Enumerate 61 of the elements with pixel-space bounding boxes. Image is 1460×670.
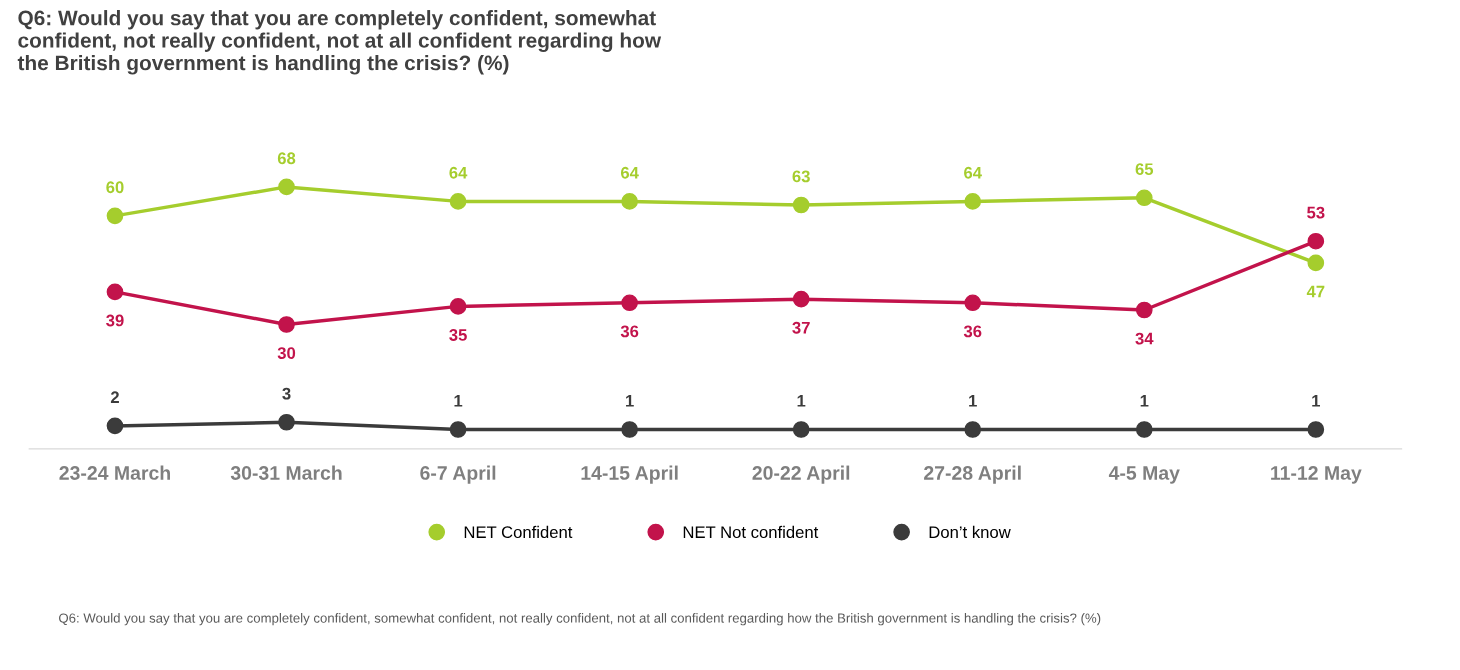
data-label: 47 — [1306, 285, 1325, 298]
x-tick-label: 27-28 April — [924, 465, 1021, 484]
data-label: 64 — [620, 166, 639, 179]
data-label: 1 — [1312, 395, 1320, 407]
point — [1135, 189, 1153, 207]
point — [1307, 421, 1325, 438]
data-label: 68 — [277, 152, 296, 165]
point — [621, 421, 638, 438]
point — [792, 290, 810, 308]
point — [449, 193, 467, 210]
x-tick-label: 14-15 April — [581, 465, 678, 484]
data-label: 63 — [792, 170, 810, 183]
data-label: 39 — [106, 314, 124, 327]
point — [278, 413, 295, 431]
legend-label: NET Not confident — [683, 525, 819, 539]
point — [106, 283, 124, 301]
point — [106, 207, 124, 225]
data-label: 36 — [963, 325, 982, 338]
point — [449, 298, 467, 315]
x-tick-label: 20-22 April — [752, 465, 850, 484]
point — [278, 316, 295, 333]
point — [964, 294, 982, 312]
point — [792, 421, 810, 438]
data-label: 1 — [797, 395, 806, 407]
point — [964, 193, 982, 210]
data-label: 60 — [106, 181, 124, 194]
legend-label: NET Confident — [464, 525, 573, 539]
data-label: 64 — [964, 166, 982, 179]
x-tick-label: 23-24 March — [59, 465, 170, 480]
data-label: 2 — [110, 391, 119, 403]
data-label: 64 — [449, 166, 468, 179]
data-label: 3 — [282, 387, 291, 400]
data-label: 53 — [1307, 206, 1325, 219]
data-label: 30 — [277, 347, 296, 359]
data-label: 35 — [449, 329, 467, 341]
data-label: 1 — [626, 395, 634, 407]
chart-title: Q6: Would you say that you are completely confident, somewhat confident, not really confident, not at all confident regarding how the British government is handling the crisis? (%) — [17, 10, 662, 75]
point — [1135, 421, 1153, 438]
data-label: 37 — [792, 321, 810, 334]
data-label: 65 — [1135, 163, 1154, 176]
point — [792, 196, 810, 214]
text: Q6: Would you say that you are completely confident, somewhat confident, not really confident, not at all confident regarding how the British government is handling the crisis? (%) — [59, 613, 1101, 626]
point — [1307, 232, 1325, 250]
point — [1135, 301, 1153, 319]
point — [621, 294, 638, 312]
data-label: 1 — [454, 395, 463, 407]
data-label: 34 — [1135, 332, 1154, 345]
point — [278, 178, 295, 196]
x-tick-label: 11-12 May — [1271, 466, 1362, 484]
data-label: 1 — [1140, 395, 1149, 407]
data-label: 36 — [620, 325, 639, 338]
point — [1307, 254, 1325, 272]
legend-label: Don’t know — [929, 525, 1011, 539]
x-tick-label: 4-5 May — [1108, 466, 1180, 484]
x-tick-label: 6-7 April — [420, 465, 496, 484]
point — [106, 417, 124, 435]
x-tick-label: 30-31 March — [230, 465, 342, 480]
data-label: 1 — [969, 395, 977, 407]
point — [964, 421, 982, 438]
point — [449, 421, 467, 438]
point — [621, 193, 638, 210]
